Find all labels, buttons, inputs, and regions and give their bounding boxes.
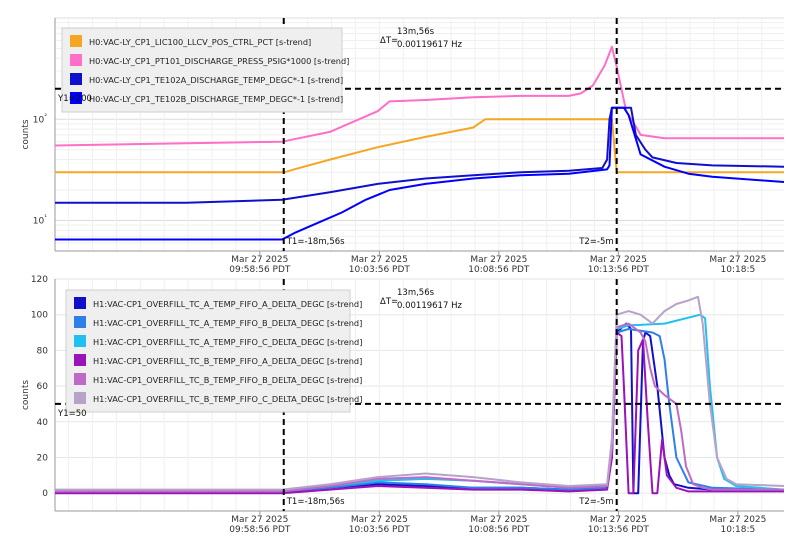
legend-swatch — [74, 392, 86, 404]
y1-cursor-label: Y1=200 — [57, 94, 92, 104]
legend-entry: H0:VAC-LY_CP1_LIC100_LLCV_POS_CTRL_PCT [… — [89, 37, 311, 47]
legend-swatch — [70, 35, 82, 47]
x-tick-label: Mar 27 2025 — [709, 255, 766, 265]
legend: H1:VAC-CP1_OVERFILL_TC_A_TEMP_FIFO_A_DEL… — [65, 289, 362, 413]
x-tick-label: Mar 27 2025 — [231, 255, 288, 265]
y-tick-label: 0 — [42, 489, 48, 499]
x-tick-label: Mar 27 2025 — [351, 515, 408, 525]
series-group — [55, 45, 784, 241]
x-tick-label: 10:18:5 — [721, 525, 756, 535]
legend-swatch — [70, 73, 82, 85]
legend-swatch — [74, 373, 86, 385]
grid — [55, 17, 784, 252]
x-tick-label: 09:58:56 PDT — [229, 525, 291, 535]
x-tick-label: 10:13:56 PDT — [588, 525, 650, 535]
delta-label: ΔT= — [380, 297, 398, 307]
legend-entry: H0:VAC-LY_CP1_TE102B_DISCHARGE_TEMP_DEGC… — [89, 94, 343, 104]
series-line-1 — [55, 118, 784, 174]
legend-entry: H1:VAC-CP1_OVERFILL_TC_B_TEMP_FIFO_C_DEL… — [93, 394, 362, 404]
legend-entry: H1:VAC-CP1_OVERFILL_TC_A_TEMP_FIFO_C_DEL… — [93, 337, 362, 347]
x-tick-label: 10:03:56 PDT — [349, 525, 411, 535]
x-tick-label: Mar 27 2025 — [590, 515, 647, 525]
series-line-2 — [55, 45, 784, 147]
y1-cursor-label: Y1=50 — [57, 409, 87, 419]
y-tick-label: 60 — [37, 382, 49, 392]
x-tick-label: Mar 27 2025 — [231, 515, 288, 525]
legend-entry: H1:VAC-CP1_OVERFILL_TC_B_TEMP_FIFO_B_DEL… — [93, 375, 362, 385]
delta-time: 13m,56s — [397, 27, 435, 37]
legend-swatch — [74, 316, 86, 328]
y-tick-label: 20 — [37, 453, 49, 463]
x-tick-label: 10:08:56 PDT — [468, 265, 530, 275]
t2-cursor-label: T2=-5m — [578, 237, 613, 247]
delta-label: ΔT= — [380, 36, 398, 46]
legend-box — [61, 27, 343, 113]
y-tick-label: 100 — [31, 311, 48, 321]
legend-swatch — [70, 54, 82, 66]
legend-entry: H0:VAC-LY_CP1_TE102A_DISCHARGE_TEMP_DEGC… — [89, 75, 343, 85]
y-axis-label: counts — [21, 119, 31, 149]
y-tick-label: 10² — [33, 112, 47, 125]
x-tick-label: 10:08:56 PDT — [468, 525, 530, 535]
delta-frequency: 0.00119617 Hz — [397, 40, 462, 50]
series-line-3 — [55, 106, 784, 204]
x-tick-label: Mar 27 2025 — [709, 515, 766, 525]
t1-cursor-label: T1=-18m,56s — [286, 497, 345, 507]
x-tick-label: Mar 27 2025 — [590, 255, 647, 265]
delta-frequency: 0.00119617 Hz — [397, 301, 462, 311]
legend-entry: H1:VAC-CP1_OVERFILL_TC_A_TEMP_FIFO_B_DEL… — [93, 318, 362, 328]
series-line-4 — [55, 106, 784, 241]
legend-entry: H0:VAC-LY_CP1_PT101_DISCHARGE_PRESS_PSIG… — [89, 56, 349, 66]
series-line-4 — [55, 331, 784, 495]
legend-swatch — [74, 354, 86, 366]
y-tick-label: 120 — [31, 275, 48, 285]
x-tick-label: Mar 27 2025 — [470, 255, 527, 265]
legend-swatch — [74, 335, 86, 347]
legend-entry: H1:VAC-CP1_OVERFILL_TC_B_TEMP_FIFO_A_DEL… — [93, 356, 362, 366]
x-tick-label: 10:03:56 PDT — [349, 265, 411, 275]
x-tick-label: Mar 27 2025 — [351, 255, 408, 265]
y-tick-label: 40 — [37, 418, 49, 428]
legend-swatch — [70, 92, 82, 104]
legend-entry: H1:VAC-CP1_OVERFILL_TC_A_TEMP_FIFO_A_DEL… — [93, 299, 362, 309]
t1-cursor-label: T1=-18m,56s — [286, 237, 345, 247]
t2-cursor-label: T2=-5m — [578, 497, 613, 507]
y-tick-label: 80 — [37, 346, 49, 356]
series-line-5 — [55, 322, 784, 493]
series-line-6 — [55, 295, 784, 491]
legend: H0:VAC-LY_CP1_LIC100_LLCV_POS_CTRL_PCT [… — [61, 27, 349, 113]
x-tick-label: Mar 27 2025 — [470, 515, 527, 525]
legend-swatch — [74, 297, 86, 309]
x-tick-label: 10:18:5 — [721, 265, 756, 275]
y-axis-label: counts — [21, 380, 31, 410]
legend-box — [65, 289, 351, 413]
delta-time: 13m,56s — [397, 288, 435, 298]
x-tick-label: 09:58:56 PDT — [229, 265, 291, 275]
y-tick-label: 10¹ — [33, 214, 47, 227]
x-tick-label: 10:13:56 PDT — [588, 265, 650, 275]
